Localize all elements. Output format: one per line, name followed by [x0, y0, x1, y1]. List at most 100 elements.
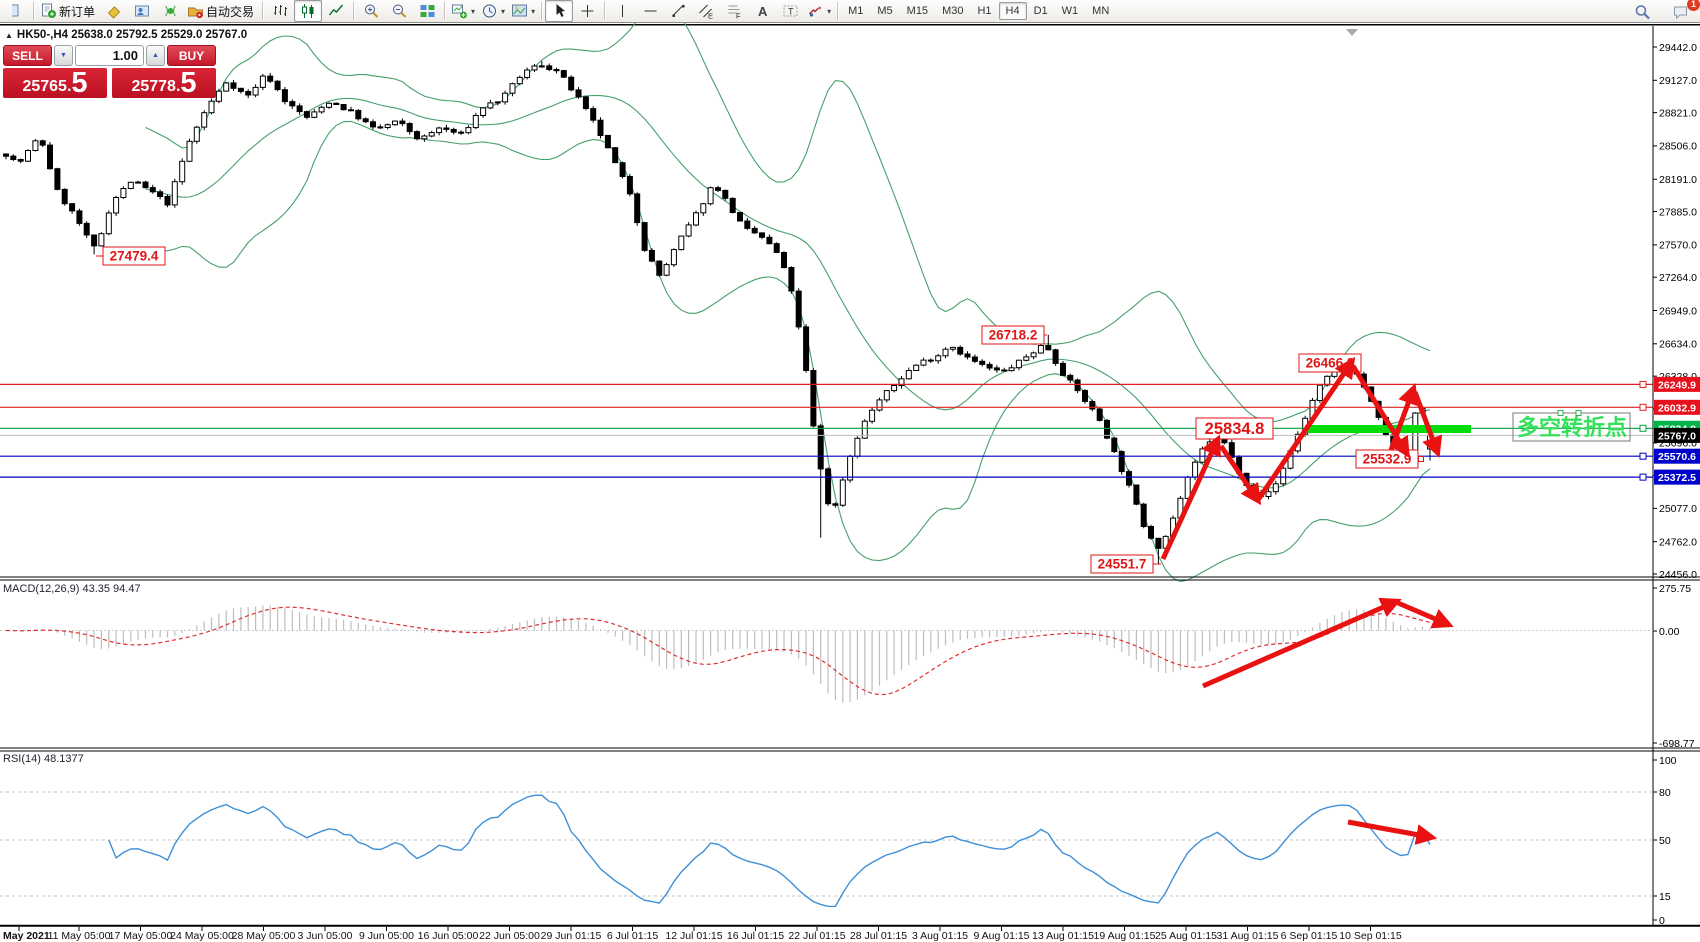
volume-decrease-button[interactable]: ▼: [54, 45, 73, 66]
text-anchor-icon[interactable]: [1557, 410, 1564, 416]
candle-body: [1037, 345, 1044, 354]
bollinger-lower-band[interactable]: [145, 120, 1431, 583]
macd-trend-arrow[interactable]: [1397, 600, 1454, 629]
candle-body: [905, 370, 912, 380]
candle-body: [3, 153, 9, 157]
price-annotation-text[interactable]: 26718.2: [989, 328, 1038, 343]
new-chart-button[interactable]: ▾: [448, 0, 478, 22]
tile-windows-button[interactable]: [413, 0, 441, 22]
dropdown-caret-icon[interactable]: ▾: [501, 6, 506, 16]
auto-trading-button[interactable]: 自动交易: [184, 0, 259, 22]
candle-body: [362, 118, 369, 123]
level-handle-icon[interactable]: [1639, 403, 1647, 411]
profile-button[interactable]: [128, 0, 156, 22]
chart-window-button[interactable]: [2, 0, 30, 22]
panel-collapse-icon[interactable]: ▲: [5, 30, 13, 40]
buy-price-display[interactable]: 25778. 5: [112, 68, 216, 98]
rsi-tick-label: 15: [1659, 891, 1671, 903]
horizontal-line-button[interactable]: [636, 0, 664, 22]
timeframe-button-W1[interactable]: W1: [1061, 5, 1079, 17]
trend-arrow[interactable]: [1255, 356, 1356, 502]
candle-body: [10, 155, 17, 161]
trend-arrow[interactable]: [1350, 364, 1410, 459]
volume-increase-button[interactable]: ▲: [146, 45, 165, 66]
price-annotation-25834.8[interactable]: [1195, 417, 1274, 440]
zoom-out-button[interactable]: [385, 0, 413, 22]
price-annotation-27479.4[interactable]: [102, 246, 166, 266]
dropdown-caret-icon[interactable]: ▾: [531, 6, 536, 16]
fibonacci-button[interactable]: F: [720, 0, 748, 22]
cursor-button[interactable]: [545, 0, 574, 22]
candle-body: [678, 235, 685, 251]
period-clock-button[interactable]: ▾: [478, 0, 508, 22]
text-button[interactable]: A: [748, 0, 776, 22]
bar-chart-button[interactable]: [266, 0, 294, 22]
candlestick-button[interactable]: [294, 0, 323, 22]
text-label-button[interactable]: T: [776, 0, 804, 22]
price-tick-label: 29442.0: [1659, 42, 1697, 54]
turning-point-text[interactable]: 多空转折点: [1517, 415, 1627, 440]
price-annotation-text[interactable]: 27479.4: [110, 249, 159, 264]
sell-price-display[interactable]: 25765. 5: [3, 68, 107, 98]
line-chart-button[interactable]: [322, 0, 350, 22]
candle-body: [1052, 349, 1059, 364]
level-handle-icon[interactable]: [1639, 380, 1647, 388]
sell-button[interactable]: SELL: [3, 45, 52, 66]
bollinger-upper-band[interactable]: [145, 0, 1431, 422]
price-annotation-text[interactable]: 25834.8: [1205, 420, 1265, 438]
candle-body: [472, 115, 479, 129]
vertical-line-button[interactable]: [608, 0, 636, 22]
rsi-trend-arrow[interactable]: [1347, 819, 1438, 845]
price-annotation-text[interactable]: 25532.9: [1363, 452, 1412, 467]
timeframe-button-M15[interactable]: M15: [906, 5, 929, 17]
timeframe-button-MN[interactable]: MN: [1092, 5, 1110, 17]
dropdown-caret-icon[interactable]: ▾: [471, 6, 476, 16]
one-click-trading-panel: SELL ▼ 1.00 ▲ BUY 25765. 5 25778. 5: [3, 45, 216, 98]
timeframe-button-M1[interactable]: M1: [848, 5, 864, 17]
signal-button[interactable]: [156, 0, 184, 22]
price-annotation-24551.7[interactable]: [1090, 554, 1154, 574]
price-annotation-26718.2[interactable]: [981, 325, 1045, 345]
candle-body: [340, 104, 347, 111]
trend-arrow[interactable]: [1412, 391, 1443, 458]
volume-input[interactable]: 1.00: [75, 45, 144, 66]
macd-trend-arrow[interactable]: [1201, 597, 1402, 689]
level-handle-icon[interactable]: [1639, 424, 1647, 432]
crosshair-button[interactable]: [573, 0, 601, 22]
text-object-selection-box[interactable]: [1512, 412, 1631, 442]
price-annotation-text[interactable]: 24551.7: [1098, 557, 1147, 572]
annotation-handle-icon[interactable]: [1418, 456, 1424, 462]
timeframe-button-D1[interactable]: D1: [1033, 5, 1048, 17]
trend-arrow[interactable]: [1160, 434, 1221, 561]
candle-body: [715, 187, 721, 191]
level-handle-icon[interactable]: [1639, 473, 1647, 481]
macd-tick-label: 0.00: [1659, 626, 1680, 638]
notifications-button[interactable]: 1: [1666, 0, 1700, 23]
dropdown-caret-icon[interactable]: ▾: [827, 6, 832, 16]
search-button[interactable]: [1628, 1, 1656, 23]
shapes-button[interactable]: ▾: [804, 0, 834, 22]
buy-button[interactable]: BUY: [167, 45, 216, 66]
support-highlight-bar[interactable]: [1305, 425, 1471, 433]
level-handle-icon[interactable]: [1639, 452, 1647, 460]
chart-shift-marker-icon[interactable]: [1346, 29, 1358, 36]
timeframe-button-M5[interactable]: M5: [877, 5, 893, 17]
trend-arrow[interactable]: [1388, 383, 1419, 451]
trendline-button[interactable]: [664, 0, 692, 22]
time-tick-label: 12 Jul 01:15: [665, 930, 722, 942]
channel-button[interactable]: E: [692, 0, 720, 22]
timeframe-button-H1[interactable]: H1: [977, 5, 992, 17]
trend-arrow[interactable]: [1218, 444, 1262, 506]
new-order-button[interactable]: 新订单: [37, 0, 100, 22]
time-tick-label: 13 Aug 01:15: [1032, 930, 1094, 942]
timeframe-button-H4[interactable]: H4: [998, 2, 1027, 20]
timeframe-button-M30[interactable]: M30: [942, 5, 964, 17]
text-anchor-icon[interactable]: [1575, 410, 1582, 416]
zoom-in-button[interactable]: [357, 0, 385, 22]
eraser-button[interactable]: [100, 0, 128, 22]
profile-icon: [134, 5, 149, 17]
bollinger-middle-band[interactable]: [145, 94, 1431, 489]
template-button[interactable]: ▾: [508, 0, 538, 22]
candle-body: [612, 147, 619, 164]
